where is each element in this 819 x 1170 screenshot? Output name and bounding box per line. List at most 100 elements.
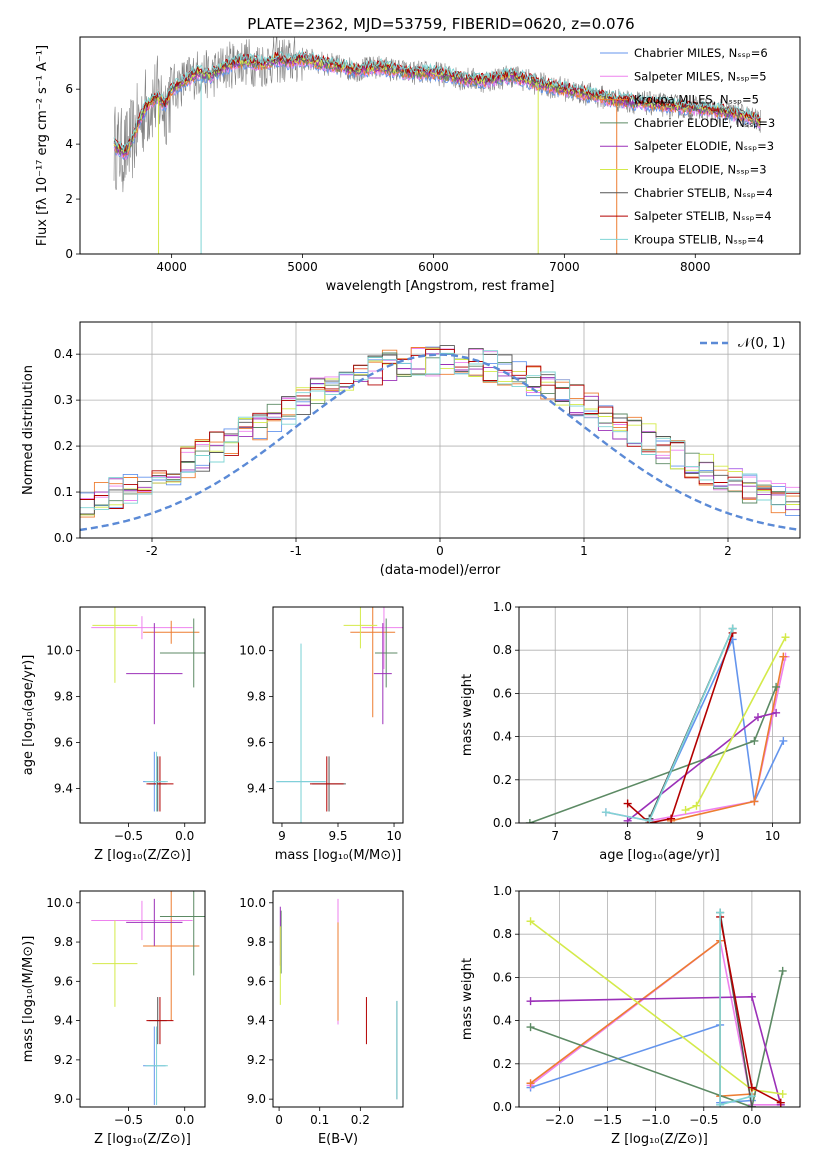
legend-entry: Kroupa MILES, Nₛₛₚ=5 — [634, 93, 759, 107]
x-axis-label: E(B-V) — [318, 1132, 358, 1147]
x-tick-label: −1.0 — [641, 1113, 670, 1127]
y-tick-label: 9.4 — [54, 782, 73, 796]
x-axis-label: Z [log₁₀(Z/Z⊙)] — [611, 1132, 708, 1147]
weight-point — [526, 1023, 535, 1032]
weight-point — [716, 908, 725, 917]
y-tick-label: 0.0 — [493, 816, 512, 830]
y-tick-label: 9.2 — [54, 1053, 73, 1067]
weight-point — [778, 966, 787, 975]
x-tick-label: 9.5 — [328, 829, 347, 843]
plot-area — [525, 624, 790, 823]
x-axis-label: wavelength [Angstrom, rest frame] — [326, 279, 555, 294]
axes-weight-vs-age: 7 8 9 10 0.0 0.2 0.4 0.6 0.8 1.0 age [log₁₀(age/yr… — [460, 600, 801, 863]
y-tick-label: 4 — [65, 137, 73, 151]
x-tick-label: 9 — [696, 829, 704, 843]
residual-histogram — [80, 350, 800, 510]
x-tick-label: 0.1 — [310, 1113, 329, 1127]
weight-point — [750, 736, 759, 745]
axes-frame — [272, 890, 404, 1108]
x-tick-label: 0.0 — [742, 1113, 761, 1127]
axes-frame — [79, 36, 801, 255]
y-tick-label: 10.0 — [239, 896, 266, 910]
y-tick-label: 10.0 — [46, 644, 73, 658]
axes-frame — [272, 606, 404, 824]
weight-point — [716, 1100, 725, 1107]
x-tick-label: 6000 — [418, 260, 449, 274]
weight-point — [526, 997, 535, 1006]
x-tick-label: 0 — [275, 1113, 283, 1127]
legend-entry: Chabrier STELIB, Nₛₛₚ=4 — [634, 186, 773, 200]
axes-frame — [79, 321, 801, 539]
plot-area — [91, 607, 205, 812]
plot-area — [113, 37, 761, 254]
x-tick-label: -2 — [146, 544, 158, 558]
y-tick-label: 0.4 — [493, 1014, 512, 1028]
y-tick-label: 9.8 — [54, 935, 73, 949]
weight-line — [529, 686, 777, 823]
legend-entry: Salpeter ELODIE, Nₛₛₚ=3 — [634, 139, 774, 153]
y-tick-label: 0.4 — [54, 347, 73, 361]
y-tick-label: 10.0 — [46, 896, 73, 910]
weight-point — [526, 917, 535, 926]
model-spectrum-line — [113, 49, 761, 151]
x-tick-label: 9 — [278, 829, 286, 843]
x-tick-label: −0.5 — [689, 1113, 718, 1127]
weight-point — [753, 713, 762, 722]
spectrum-title: PLATE=2362, MJD=53759, FIBERID=0620, z=0… — [247, 15, 634, 33]
y-tick-label: 9.0 — [247, 1092, 266, 1106]
y-tick-label: 9.0 — [54, 1092, 73, 1106]
x-tick-label: −0.5 — [114, 1113, 143, 1127]
x-tick-label: 5000 — [287, 260, 318, 274]
y-tick-label: 2 — [65, 192, 73, 206]
axes-frame — [79, 606, 206, 824]
plot-area — [80, 345, 800, 532]
y-tick-label: 9.8 — [247, 935, 266, 949]
x-tick-label: 0.2 — [351, 1113, 370, 1127]
y-tick-label: 0.3 — [54, 393, 73, 407]
weight-point — [778, 1090, 787, 1099]
weight-line — [530, 970, 784, 1107]
weight-line — [530, 939, 752, 1098]
weight-point — [623, 799, 632, 808]
weight-point — [681, 806, 690, 815]
axes-residuals: -2 -1 0 1 2 0.0 0.1 0.2 0.3 0.4 (data-model)/error… — [21, 321, 801, 578]
x-tick-label: −0.5 — [114, 829, 143, 843]
y-axis-label: Normed distribution — [21, 365, 36, 495]
y-tick-label: 6 — [65, 82, 73, 96]
weight-point — [747, 1092, 756, 1101]
y-axis-label: mass weight — [460, 958, 475, 1040]
y-tick-label: 0.4 — [493, 730, 512, 744]
x-tick-label: 8 — [624, 829, 632, 843]
x-axis-label: mass [log₁₀(M/M⊙)] — [275, 848, 402, 863]
weight-point — [525, 819, 534, 823]
weight-point — [645, 816, 654, 823]
x-axis-label: age [log₁₀(age/yr)] — [599, 848, 720, 863]
y-tick-label: 9.4 — [247, 1014, 266, 1028]
legend-entry: Kroupa STELIB, Nₛₛₚ=4 — [634, 232, 764, 246]
legend-entry: 𝒩(0, 1) — [738, 336, 785, 351]
axes-spectrum: 4000 5000 6000 7000 8000 0 2 4 6 wavelength [Angs… — [35, 36, 801, 294]
y-tick-label: 0.2 — [493, 1057, 512, 1071]
y-tick-label: 9.2 — [247, 1053, 266, 1067]
x-tick-label: 7 — [551, 829, 559, 843]
weight-line — [627, 632, 734, 823]
normal-reference-curve — [80, 353, 798, 532]
x-tick-label: −1.5 — [593, 1113, 622, 1127]
weight-line — [605, 656, 787, 822]
y-tick-label: 0.2 — [54, 439, 73, 453]
legend-entry: Chabrier MILES, Nₛₛₚ=6 — [634, 46, 768, 60]
legend-entry: Salpeter MILES, Nₛₛₚ=5 — [634, 69, 767, 83]
x-tick-label: 2 — [724, 544, 732, 558]
weight-point — [667, 814, 676, 823]
x-tick-label: 10 — [386, 829, 401, 843]
legend-entry: Chabrier ELODIE, Nₛₛₚ=3 — [634, 116, 775, 130]
y-axis-label: mass [log₁₀(M/M⊙)] — [21, 936, 36, 1063]
y-tick-label: 0.8 — [493, 927, 512, 941]
y-tick-label: 9.4 — [54, 1014, 73, 1028]
weight-point — [601, 808, 610, 817]
y-tick-label: 0.1 — [54, 485, 73, 499]
axes-frame — [518, 890, 801, 1108]
x-tick-label: 0 — [436, 544, 444, 558]
x-tick-label: 7000 — [549, 260, 580, 274]
